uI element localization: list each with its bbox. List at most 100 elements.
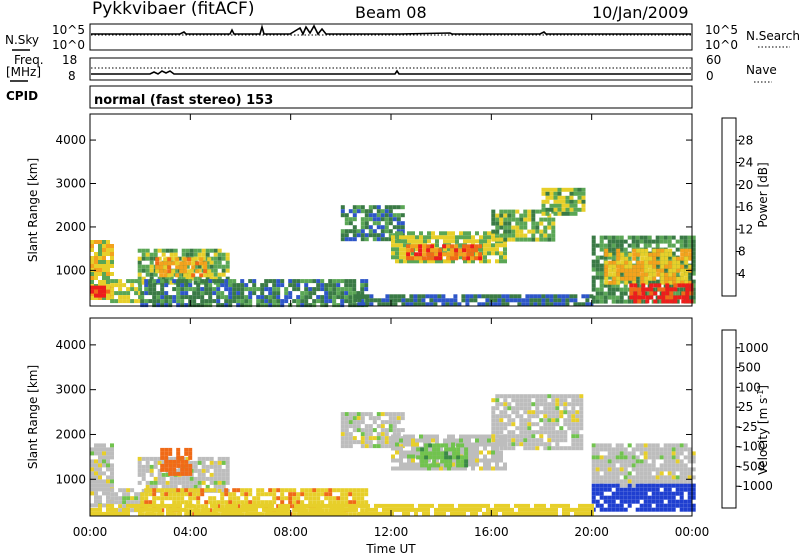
power-cell <box>213 252 218 257</box>
velocity-cell <box>224 492 229 497</box>
velocity-cell <box>342 511 346 516</box>
velocity-cell <box>543 422 548 427</box>
velocity-cell <box>495 418 500 423</box>
velocity-cell <box>567 402 572 407</box>
power-cell <box>503 221 508 226</box>
velocity-cell <box>352 420 357 425</box>
velocity-cell <box>324 492 329 497</box>
power-cell <box>573 211 578 216</box>
velocity-cell <box>507 414 512 419</box>
power-cell <box>248 287 253 292</box>
velocity-cell <box>683 483 688 488</box>
power-cell <box>328 291 333 296</box>
velocity-cell <box>439 446 443 451</box>
power-cell <box>336 279 341 284</box>
velocity-cell <box>486 511 490 516</box>
power-cell <box>647 243 652 248</box>
power-cell <box>199 273 204 278</box>
power-cell <box>213 264 218 269</box>
power-cell <box>495 259 499 264</box>
power-cell <box>348 283 353 288</box>
velocity-cell <box>691 507 696 512</box>
velocity-cell <box>348 444 353 449</box>
velocity-cell <box>320 492 325 497</box>
power-echo-band <box>353 294 594 307</box>
power-cell <box>667 255 672 260</box>
power-cell <box>406 248 411 253</box>
velocity-cell <box>382 511 386 516</box>
velocity-cell <box>679 491 684 496</box>
velocity-cell <box>539 402 544 407</box>
velocity-cell <box>667 447 672 452</box>
power-cell <box>577 207 582 212</box>
velocity-cell <box>679 503 684 508</box>
velocity-cell <box>158 507 162 512</box>
velocity-cell <box>527 410 532 415</box>
power-cell <box>535 209 540 214</box>
power-cell <box>640 248 645 253</box>
power-cell <box>144 287 149 292</box>
velocity-cell <box>471 458 475 463</box>
velocity-cell <box>360 444 365 449</box>
power-cell <box>443 239 447 244</box>
power-cell <box>280 299 285 304</box>
velocity-cell <box>209 464 214 469</box>
power-cell <box>539 229 544 234</box>
velocity-cell <box>635 471 640 476</box>
velocity-cell <box>118 496 123 501</box>
power-cell <box>308 303 313 308</box>
power-cell <box>604 248 609 253</box>
velocity-cell <box>386 507 390 512</box>
power-cell <box>395 247 399 252</box>
power-cell <box>175 257 180 262</box>
power-cell <box>652 252 657 257</box>
velocity-cell <box>683 467 688 472</box>
velocity-cell <box>575 430 580 435</box>
power-cell <box>679 259 684 264</box>
power-cell <box>643 239 648 244</box>
velocity-cell <box>491 446 495 451</box>
power-cell <box>403 259 407 264</box>
power-cell <box>680 272 685 277</box>
velocity-cell <box>551 426 556 431</box>
velocity-cell <box>352 488 357 493</box>
velocity-cell <box>228 496 233 501</box>
power-cell <box>627 279 632 284</box>
velocity-cell <box>582 511 586 516</box>
velocity-cell <box>474 511 478 516</box>
power-cell <box>465 294 470 299</box>
velocity-cell <box>399 462 403 467</box>
power-cell <box>679 243 684 248</box>
velocity-cell <box>360 496 365 501</box>
power-cell <box>360 283 365 288</box>
power-cell <box>423 235 427 240</box>
velocity-cell <box>122 504 127 509</box>
power-cell <box>137 276 142 281</box>
velocity-cell <box>527 398 532 403</box>
velocity-cell <box>667 507 672 512</box>
velocity-cell <box>535 398 540 403</box>
power-cell <box>188 287 193 292</box>
power-cell <box>312 303 317 308</box>
power-cell <box>607 287 612 292</box>
velocity-cell <box>236 500 241 505</box>
power-cell <box>680 248 685 253</box>
velocity-cell <box>292 512 297 517</box>
power-cell <box>340 295 345 300</box>
power-cell <box>543 225 548 230</box>
velocity-cell <box>388 420 393 425</box>
velocity-cell <box>595 503 600 508</box>
velocity-cell <box>579 402 584 407</box>
velocity-cell <box>94 495 98 500</box>
velocity-cell <box>306 503 310 508</box>
velocity-cell <box>106 507 110 512</box>
velocity-cell <box>422 503 426 508</box>
power-cell <box>551 233 556 238</box>
power-cell <box>649 287 654 292</box>
power-cell <box>369 302 374 307</box>
velocity-cell <box>90 479 94 484</box>
power-cell <box>466 256 471 261</box>
velocity-cell <box>559 426 564 431</box>
power-cell <box>519 213 524 218</box>
power-cell <box>213 260 218 265</box>
